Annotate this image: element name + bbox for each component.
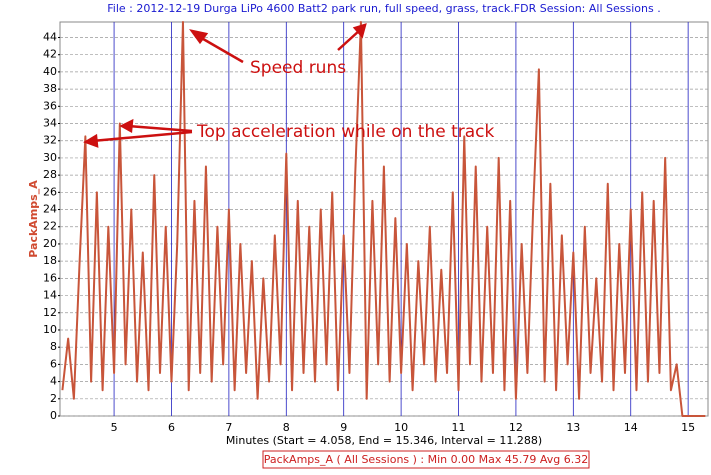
arrow-head bbox=[189, 29, 209, 45]
y-tick-label: 30 bbox=[43, 151, 57, 164]
x-tick-label: 8 bbox=[283, 421, 290, 434]
x-tick-label: 9 bbox=[340, 421, 347, 434]
x-tick-label: 6 bbox=[168, 421, 175, 434]
y-tick-label: 20 bbox=[43, 237, 57, 250]
y-tick-label: 10 bbox=[43, 323, 57, 336]
y-tick-label: 8 bbox=[50, 340, 57, 353]
annotation-arrows bbox=[83, 23, 367, 148]
arrow-head bbox=[352, 23, 367, 39]
y-tick-label: 34 bbox=[43, 117, 57, 130]
legend-text: PackAmps_A ( All Sessions ) : Min 0.00 M… bbox=[264, 453, 588, 466]
y-tick-label: 14 bbox=[43, 289, 57, 302]
y-tick-label: 4 bbox=[50, 375, 57, 388]
y-axis-label: PackAmps_A bbox=[27, 180, 40, 258]
y-tick-label: 40 bbox=[43, 65, 57, 78]
y-tick-label: 24 bbox=[43, 203, 57, 216]
arrow bbox=[337, 29, 361, 51]
data-line bbox=[61, 21, 706, 417]
y-tick-label: 42 bbox=[43, 48, 57, 61]
arrow bbox=[197, 34, 244, 64]
x-tick-label: 14 bbox=[624, 421, 638, 434]
arrow bbox=[127, 124, 193, 133]
x-tick-label: 11 bbox=[452, 421, 466, 434]
y-tick-label: 18 bbox=[43, 254, 57, 267]
annotation: Speed runs bbox=[250, 58, 346, 78]
y-tick-label: 12 bbox=[43, 306, 57, 319]
legend-box bbox=[262, 450, 590, 469]
x-tick-label: 5 bbox=[111, 421, 118, 434]
y-tick-label: 28 bbox=[43, 168, 57, 181]
y-tick-label: 26 bbox=[43, 185, 57, 198]
x-tick-label: 12 bbox=[509, 421, 523, 434]
y-tick-label: 44 bbox=[43, 30, 57, 43]
y-tick-label: 0 bbox=[50, 409, 57, 422]
y-tick-label: 36 bbox=[43, 99, 57, 112]
x-tick-label: 10 bbox=[394, 421, 408, 434]
y-tick-label: 2 bbox=[50, 392, 57, 405]
y-tick-label: 32 bbox=[43, 134, 57, 147]
plot-area bbox=[59, 21, 709, 417]
y-tick-label: 6 bbox=[50, 357, 57, 370]
arrow-head bbox=[119, 118, 134, 134]
y-tick-label: 22 bbox=[43, 220, 57, 233]
annotation: Top acceleration while on the track bbox=[196, 122, 495, 142]
y-tick-label: 38 bbox=[43, 82, 57, 95]
arrow-head bbox=[83, 133, 99, 148]
arrow bbox=[91, 130, 193, 143]
plot: 0246810121416182022242628303234363840424… bbox=[43, 21, 708, 434]
x-axis-label: Minutes (Start = 4.058, End = 15.346, In… bbox=[226, 434, 542, 447]
chart-title: File : 2012-12-19 Durga LiPo 4600 Batt2 … bbox=[107, 2, 660, 15]
y-tick-label: 16 bbox=[43, 271, 57, 284]
x-tick-label: 15 bbox=[681, 421, 695, 434]
x-tick-label: 7 bbox=[225, 421, 232, 434]
x-tick-label: 13 bbox=[566, 421, 580, 434]
